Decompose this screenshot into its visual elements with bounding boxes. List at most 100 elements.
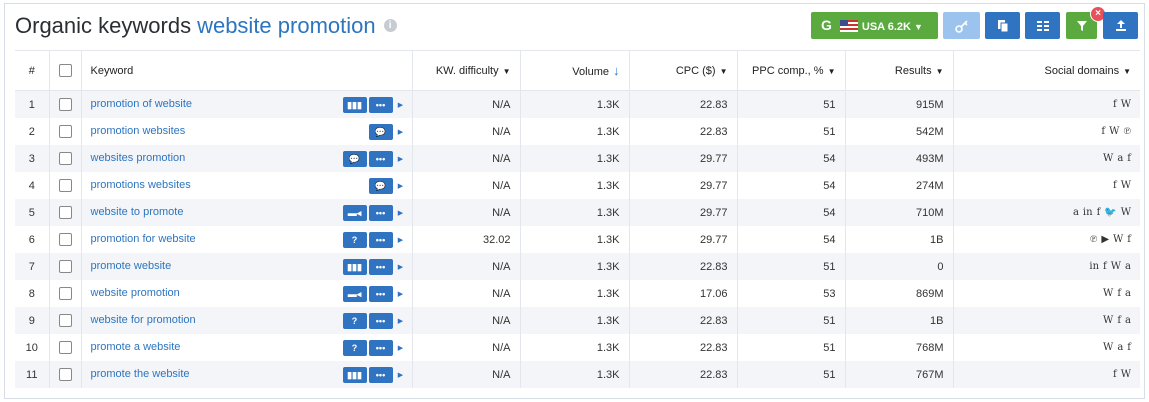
wikipedia-icon[interactable]: W bbox=[1109, 126, 1120, 137]
pinterest-icon[interactable]: ℗ bbox=[1123, 126, 1131, 137]
col-kw-difficulty-header[interactable]: KW. difficulty ▼ bbox=[412, 50, 521, 91]
youtube-icon[interactable]: ▶ bbox=[1101, 234, 1110, 245]
row-expand-arrow-icon[interactable]: ▶ bbox=[397, 210, 404, 217]
row-checkbox[interactable] bbox=[58, 233, 72, 246]
col-social-domains-header[interactable]: Social domains ▼ bbox=[953, 50, 1140, 91]
facebook-icon[interactable]: f bbox=[1103, 261, 1107, 272]
keyword-link[interactable]: website for promotion bbox=[90, 314, 196, 326]
amazon-icon[interactable]: a bbox=[1125, 288, 1131, 299]
row-expand-arrow-icon[interactable]: ▶ bbox=[397, 372, 404, 379]
col-results-header[interactable]: Results ▼ bbox=[845, 50, 954, 91]
serp-features-icon[interactable]: ▮▮▮ bbox=[342, 367, 367, 383]
keyword-link[interactable]: promotions websites bbox=[90, 179, 191, 191]
row-expand-arrow-icon[interactable]: ▶ bbox=[397, 129, 404, 136]
wikipedia-icon[interactable]: W bbox=[1120, 99, 1131, 110]
keyword-link[interactable]: website to promote bbox=[90, 206, 184, 218]
row-checkbox[interactable] bbox=[58, 179, 72, 192]
row-checkbox[interactable] bbox=[58, 368, 72, 381]
facebook-icon[interactable]: f bbox=[1117, 288, 1122, 299]
serp-features-icon[interactable]: ▮▮▮ bbox=[342, 259, 367, 275]
col-keyword-header[interactable]: Keyword bbox=[81, 50, 413, 91]
row-expand-arrow-icon[interactable]: ▶ bbox=[397, 291, 404, 298]
row-checkbox[interactable] bbox=[58, 341, 72, 354]
linkedin-icon[interactable]: in bbox=[1082, 207, 1093, 218]
keyword-link[interactable]: promote a website bbox=[90, 341, 181, 353]
more-actions-icon[interactable]: ••• bbox=[368, 97, 393, 113]
row-checkbox[interactable] bbox=[58, 206, 72, 219]
wikipedia-icon[interactable]: W bbox=[1103, 342, 1114, 353]
twitter-icon[interactable]: 🐦 bbox=[1104, 207, 1117, 218]
info-icon[interactable]: i bbox=[383, 18, 397, 32]
facebook-icon[interactable]: f bbox=[1101, 126, 1106, 137]
keyword-link[interactable]: promote website bbox=[90, 260, 172, 272]
facebook-icon[interactable]: f bbox=[1096, 207, 1101, 218]
wikipedia-icon[interactable]: W bbox=[1103, 153, 1114, 164]
amazon-icon[interactable]: a bbox=[1072, 207, 1079, 218]
wikipedia-icon[interactable]: W bbox=[1110, 261, 1122, 272]
question-icon[interactable]: ? bbox=[342, 340, 367, 356]
select-all-checkbox[interactable] bbox=[58, 64, 72, 77]
facebook-icon[interactable]: f bbox=[1127, 342, 1131, 353]
row-expand-arrow-icon[interactable]: ▶ bbox=[397, 102, 404, 109]
export-button[interactable] bbox=[1103, 12, 1138, 39]
keyword-link[interactable]: website promotion bbox=[90, 287, 180, 299]
pinterest-icon[interactable]: ℗ bbox=[1089, 234, 1098, 245]
more-actions-icon[interactable]: ••• bbox=[368, 151, 393, 167]
columns-button[interactable] bbox=[1025, 12, 1060, 39]
row-expand-arrow-icon[interactable]: ▶ bbox=[397, 183, 404, 190]
amazon-icon[interactable]: a bbox=[1125, 315, 1131, 326]
reviews-icon[interactable]: 💬 bbox=[368, 178, 393, 194]
wikipedia-icon[interactable]: W bbox=[1120, 180, 1131, 191]
row-checkbox[interactable] bbox=[58, 260, 72, 273]
keyword-link[interactable]: promotion for website bbox=[90, 233, 196, 245]
keyword-link[interactable]: websites promotion bbox=[90, 152, 186, 164]
row-checkbox[interactable] bbox=[58, 98, 72, 111]
wikipedia-icon[interactable]: W bbox=[1113, 234, 1124, 245]
video-icon[interactable]: ▬◂ bbox=[342, 205, 367, 221]
row-checkbox[interactable] bbox=[58, 287, 72, 300]
video-icon[interactable]: ▬◂ bbox=[342, 286, 367, 302]
linkedin-icon[interactable]: in bbox=[1089, 261, 1100, 272]
row-checkbox[interactable] bbox=[58, 314, 72, 327]
facebook-icon[interactable]: f bbox=[1117, 315, 1122, 326]
wikipedia-icon[interactable]: W bbox=[1120, 369, 1131, 380]
keyword-link[interactable]: promotion of website bbox=[90, 98, 193, 110]
amazon-icon[interactable]: a bbox=[1117, 342, 1124, 353]
more-actions-icon[interactable]: ••• bbox=[368, 367, 393, 383]
wikipedia-icon[interactable]: W bbox=[1103, 315, 1114, 326]
more-actions-icon[interactable]: ••• bbox=[368, 340, 393, 356]
question-icon[interactable]: ? bbox=[342, 232, 367, 248]
col-ppc-comp-header[interactable]: PPC comp., % ▼ bbox=[737, 50, 846, 91]
row-expand-arrow-icon[interactable]: ▶ bbox=[397, 156, 404, 163]
keyword-link[interactable]: promote the website bbox=[90, 368, 190, 380]
reviews-icon[interactable]: 💬 bbox=[368, 124, 393, 140]
facebook-icon[interactable]: f bbox=[1113, 180, 1117, 191]
row-checkbox[interactable] bbox=[58, 152, 72, 165]
wikipedia-icon[interactable]: W bbox=[1120, 207, 1131, 218]
facebook-icon[interactable]: f bbox=[1127, 153, 1131, 164]
question-icon[interactable]: ? bbox=[342, 313, 367, 329]
facebook-icon[interactable]: f bbox=[1127, 234, 1131, 245]
reviews-icon[interactable]: 💬 bbox=[342, 151, 367, 167]
amazon-icon[interactable]: a bbox=[1125, 261, 1131, 272]
wikipedia-icon[interactable]: W bbox=[1103, 288, 1114, 299]
more-actions-icon[interactable]: ••• bbox=[368, 205, 393, 221]
serp-features-icon[interactable]: ▮▮▮ bbox=[342, 97, 367, 113]
keyword-tool-button[interactable] bbox=[943, 12, 980, 39]
more-actions-icon[interactable]: ••• bbox=[368, 259, 393, 275]
row-expand-arrow-icon[interactable]: ▶ bbox=[397, 237, 404, 244]
row-expand-arrow-icon[interactable]: ▶ bbox=[397, 318, 404, 325]
more-actions-icon[interactable]: ••• bbox=[368, 286, 393, 302]
row-expand-arrow-icon[interactable]: ▶ bbox=[397, 345, 404, 352]
keyword-link[interactable]: promotion websites bbox=[90, 125, 186, 137]
col-cpc-header[interactable]: CPC ($) ▼ bbox=[629, 50, 738, 91]
col-volume-header[interactable]: Volume ↓ bbox=[520, 50, 630, 91]
facebook-icon[interactable]: f bbox=[1113, 99, 1117, 110]
copy-button[interactable] bbox=[985, 12, 1020, 39]
database-selector-button[interactable]: G USA 6.2K ▼ bbox=[811, 12, 938, 39]
facebook-icon[interactable]: f bbox=[1113, 369, 1117, 380]
more-actions-icon[interactable]: ••• bbox=[368, 232, 393, 248]
row-expand-arrow-icon[interactable]: ▶ bbox=[397, 264, 404, 271]
row-checkbox[interactable] bbox=[58, 125, 72, 138]
more-actions-icon[interactable]: ••• bbox=[368, 313, 393, 329]
